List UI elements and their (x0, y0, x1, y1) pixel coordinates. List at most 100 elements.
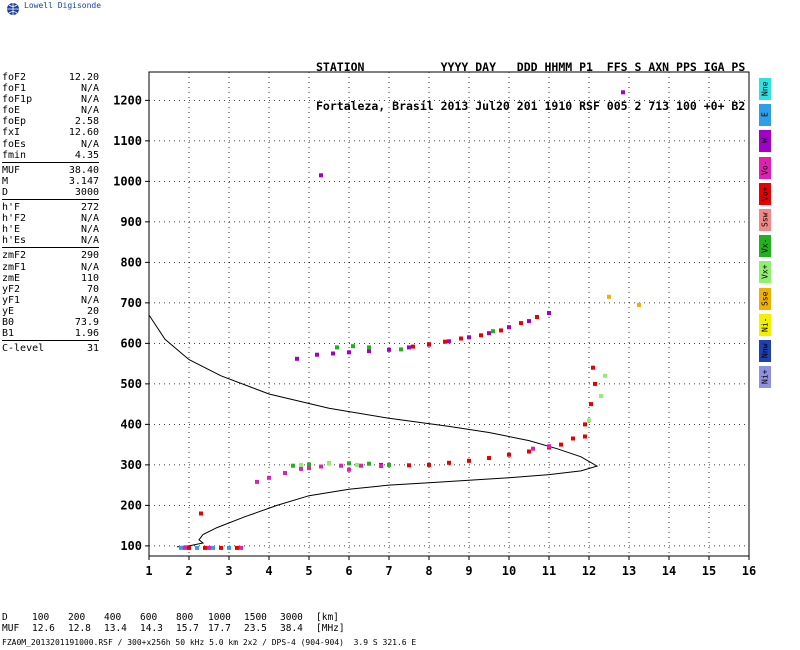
param-row: zmE 110 (2, 273, 99, 284)
param-row: yE 20 (2, 306, 99, 317)
y-tick-label: 1200 (113, 93, 142, 107)
echo-point (427, 462, 431, 467)
plot-frame (148, 71, 750, 557)
y-tick-label: 1000 (113, 174, 142, 188)
param-name: h'E (2, 224, 21, 236)
echo-point (227, 545, 231, 550)
echo-point (207, 545, 211, 550)
param-name: h'F (2, 202, 21, 214)
param-row: h'F2 N/A (2, 213, 99, 224)
echo-point (179, 545, 183, 550)
echo-point (307, 466, 311, 471)
echo-point (307, 462, 311, 467)
echo-point (427, 342, 431, 347)
legend-item: W (759, 130, 771, 153)
echo-point (593, 381, 597, 386)
param-name: MUF (2, 164, 21, 176)
muf-cell: 600 (140, 612, 158, 623)
echo-point (331, 351, 335, 356)
muf-cell: 3000 (280, 612, 303, 623)
param-row: foEs N/A (2, 139, 99, 150)
param-name: fxI (2, 127, 21, 139)
echo-point (599, 394, 603, 398)
echo-point (607, 294, 611, 299)
param-value: 290 (80, 250, 99, 262)
echo-point (351, 344, 355, 349)
echo-point (367, 349, 371, 354)
param-name: D (2, 186, 9, 198)
echo-point (183, 545, 187, 550)
muf-cell: 200 (68, 612, 86, 623)
param-name: h'F2 (2, 213, 27, 225)
legend-item: Ni- (759, 313, 771, 336)
legend-item: Vx+ (759, 261, 771, 284)
y-tick-label: 300 (120, 458, 142, 472)
echo-point (527, 449, 531, 454)
param-value: 3000 (74, 186, 99, 198)
param-value: 12.60 (68, 127, 99, 139)
echo-point (589, 402, 593, 407)
param-name: zmE (2, 272, 21, 284)
param-name: foF1p (2, 94, 33, 106)
echo-point (299, 462, 303, 467)
x-tick-label: 6 (345, 564, 352, 578)
param-name: C-level (2, 343, 45, 355)
param-value: N/A (80, 213, 99, 225)
param-row: foF1p N/A (2, 94, 99, 105)
param-value: 31 (86, 343, 99, 355)
echo-point (407, 345, 411, 350)
x-tick-label: 14 (662, 564, 676, 578)
param-value: 12.20 (68, 72, 99, 83)
param-name: yE (2, 305, 15, 317)
echo-point (195, 545, 199, 550)
echo-point (187, 545, 191, 550)
param-name: foF1 (2, 83, 27, 95)
param-row: foEp 2.58 (2, 116, 99, 127)
muf-row-label: MUF (2, 623, 20, 634)
y-tick-label: 600 (120, 336, 142, 350)
station-header: STATION YYYY DAY DDD HHMM P1 FFS S AXN P… (316, 35, 745, 126)
y-tick-label: 800 (120, 255, 142, 269)
echo-point (211, 545, 215, 550)
echo-point (499, 328, 503, 333)
legend-item: Ni+ (759, 366, 771, 389)
muf-cell: 12.6 (32, 623, 55, 634)
echo-point (583, 434, 587, 439)
x-tick-label: 13 (622, 564, 636, 578)
param-name: foEp (2, 116, 27, 128)
param-row: B1 1.96 (2, 328, 99, 339)
echo-point (443, 339, 447, 344)
legend-item: Ssw (759, 209, 771, 231)
legend-item: Vo+ (759, 182, 771, 205)
echo-point (255, 479, 259, 484)
echo-point (411, 344, 415, 349)
param-value: N/A (80, 261, 99, 273)
echo-point (507, 325, 511, 330)
echo-point (359, 463, 363, 468)
y-tick-label: 200 (120, 498, 142, 512)
param-value: 73.9 (74, 316, 99, 328)
muf-cell: [km] (316, 612, 339, 623)
x-tick-label: 2 (185, 564, 192, 578)
muf-cell: 1000 (208, 612, 231, 623)
echo-point (547, 311, 551, 315)
param-name: zmF1 (2, 261, 27, 273)
echo-point (367, 461, 371, 466)
param-value: 70 (86, 283, 99, 295)
param-group: zmF2 290 zmF1 N/A zmE 110 yF2 70 yF1 N/A yE 20 B0 73.… (2, 250, 99, 342)
param-name: M (2, 175, 9, 187)
x-tick-label: 11 (542, 564, 556, 578)
param-row: h'Es N/A (2, 235, 99, 246)
param-row: C-level 31 (2, 343, 99, 354)
muf-cell: 800 (176, 612, 194, 623)
x-tick-label: 10 (502, 564, 516, 578)
legend-item: Vx- (759, 235, 771, 258)
param-name: h'Es (2, 235, 27, 247)
echo-point (387, 347, 391, 352)
echo-point (367, 345, 371, 350)
echo-point (379, 464, 383, 469)
param-value: 20 (86, 305, 99, 317)
echo-point (203, 545, 207, 550)
param-name: fmin (2, 149, 27, 161)
param-value: N/A (80, 105, 99, 117)
